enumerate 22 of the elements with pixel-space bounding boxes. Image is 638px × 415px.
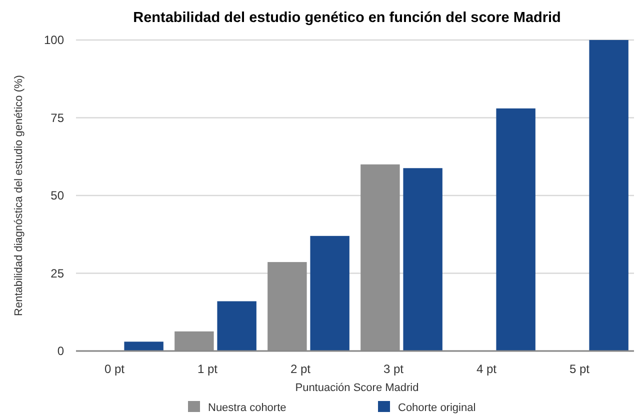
- chart-title: Rentabilidad del estudio genético en función del score Madrid: [133, 10, 561, 26]
- x-tick-label: 1 pt: [197, 362, 218, 376]
- bar: [310, 236, 350, 351]
- y-tick-label: 75: [50, 110, 64, 125]
- x-tick-label: 3 pt: [383, 362, 404, 376]
- bar: [217, 301, 256, 351]
- bar: [124, 342, 164, 351]
- y-tick-label: 100: [44, 33, 64, 48]
- bar: [403, 168, 442, 351]
- bar: [589, 40, 628, 351]
- y-tick-label: 0: [57, 344, 64, 358]
- x-axis-title: Puntuación Score Madrid: [295, 382, 419, 394]
- legend-label: Nuestra cohorte: [208, 402, 286, 414]
- y-tick-label: 25: [50, 266, 64, 280]
- legend-label: Cohorte original: [398, 402, 476, 414]
- x-tick-label: 4 pt: [476, 362, 498, 376]
- x-tick-label: 5 pt: [569, 362, 590, 376]
- y-tick-label: 50: [50, 188, 64, 203]
- y-axis-title: Rentabilidad diagnóstica del estudio genético (%): [13, 75, 25, 316]
- bar: [496, 108, 536, 351]
- x-tick-label: 0 pt: [104, 362, 126, 376]
- x-tick-label: 2 pt: [290, 362, 312, 376]
